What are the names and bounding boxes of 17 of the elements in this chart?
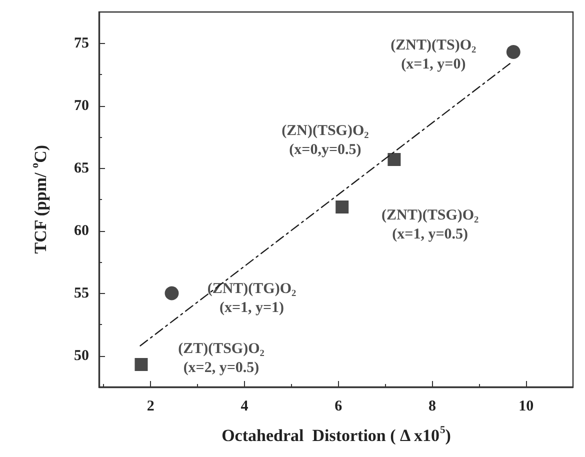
point bbox=[134, 358, 148, 371]
point bbox=[506, 45, 520, 59]
x-tick-label: 10 bbox=[518, 398, 534, 414]
point bbox=[388, 153, 401, 166]
y-tick-label: 60 bbox=[74, 222, 89, 239]
x-tick-label: 8 bbox=[428, 398, 436, 414]
y-tick-label: 55 bbox=[74, 285, 89, 302]
y-tick-label: 50 bbox=[74, 348, 89, 364]
point bbox=[164, 286, 179, 300]
point bbox=[336, 200, 349, 214]
y-tick-label: 65 bbox=[74, 160, 89, 176]
y-tick-label: 75 bbox=[74, 35, 89, 52]
x-tick-label: 6 bbox=[334, 398, 343, 414]
x-tick-label: 2 bbox=[146, 398, 154, 414]
y-tick-label: 70 bbox=[74, 98, 89, 114]
y-axis-title: TCF (ppm/ oC) bbox=[30, 144, 50, 254]
x-tick-label: 4 bbox=[240, 398, 249, 414]
